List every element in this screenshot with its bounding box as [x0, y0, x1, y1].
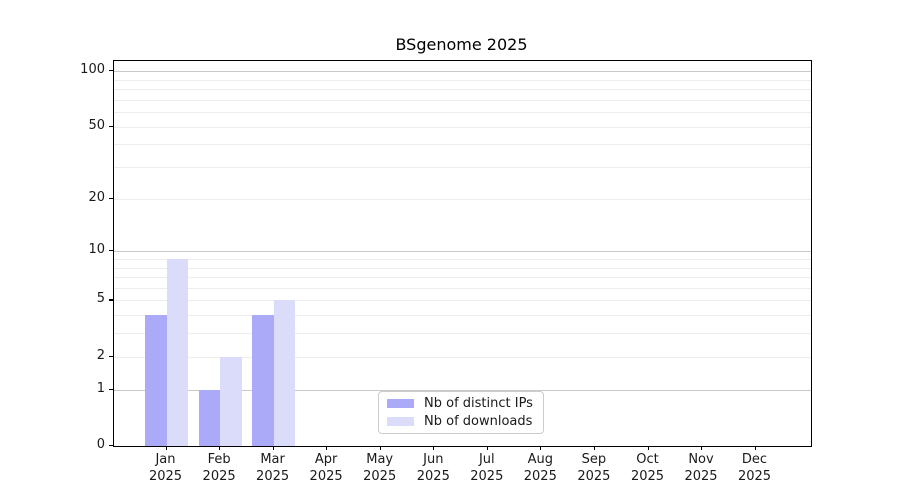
bar-feb-distinct-ips — [198, 389, 220, 446]
y-tick-label-20: 20 — [88, 189, 105, 205]
gridline-20 — [114, 198, 811, 200]
gridline-4 — [114, 315, 811, 317]
gridline-50 — [114, 126, 811, 128]
distinct-ips-swatch — [387, 399, 414, 409]
plot-area — [113, 60, 812, 447]
legend: Nb of distinct IPs Nb of downloads — [378, 391, 544, 434]
x-tick-month-may: May — [366, 452, 394, 467]
x-tick-year-mar: 2025 — [256, 468, 290, 484]
x-tick-label-jul: Jul 2025 — [445, 452, 529, 485]
gridline-80 — [114, 89, 811, 90]
gridline-100 — [114, 71, 811, 72]
legend-label-distinct-ips: Nb of distinct IPs — [424, 396, 533, 412]
y-tick-mark-10 — [109, 250, 113, 252]
gridline-6 — [114, 287, 811, 289]
gridline-2 — [114, 356, 811, 358]
x-tick-mark-dec — [754, 446, 756, 450]
x-tick-month-jul: Jul — [478, 452, 495, 467]
x-tick-label-oct: Oct 2025 — [606, 452, 690, 485]
x-tick-label-jun: Jun 2025 — [391, 452, 475, 485]
x-tick-mark-jul — [486, 446, 488, 450]
x-tick-label-mar: Mar 2025 — [231, 452, 315, 485]
gridline-5 — [114, 300, 811, 302]
y-tick-label-100: 100 — [80, 62, 105, 77]
x-tick-mark-nov — [701, 446, 703, 450]
gridline-40 — [114, 144, 811, 146]
gridline-8 — [114, 267, 811, 269]
x-tick-mark-oct — [647, 446, 649, 450]
y-tick-mark-1 — [109, 388, 113, 390]
x-tick-month-jun: Jun — [423, 452, 444, 467]
y-tick-mark-5 — [109, 299, 113, 301]
y-tick-label-1: 1 — [96, 380, 105, 396]
legend-item-distinct-ips: Nb of distinct IPs — [379, 396, 543, 411]
x-tick-mark-sep — [593, 446, 596, 450]
x-tick-label-jan: Jan 2025 — [124, 452, 208, 485]
x-tick-month-nov: Nov — [688, 452, 714, 467]
chart-title: BSgenome 2025 — [395, 35, 528, 54]
bar-mar-downloads — [273, 300, 296, 446]
x-tick-year-may: 2025 — [363, 468, 397, 484]
gridline-60 — [114, 112, 811, 113]
x-tick-year-sep: 2025 — [577, 468, 611, 484]
gridline-7 — [114, 277, 811, 278]
x-tick-year-apr: 2025 — [309, 468, 343, 484]
bar-jan-downloads — [166, 258, 188, 446]
gridline-9 — [114, 258, 811, 260]
x-tick-year-jul: 2025 — [470, 468, 504, 484]
x-tick-year-dec: 2025 — [737, 468, 772, 484]
x-tick-month-dec: Dec — [741, 452, 768, 467]
y-tick-mark-2 — [109, 355, 113, 357]
x-tick-mark-may — [379, 446, 381, 450]
gridline-3 — [114, 333, 811, 335]
x-tick-year-jun: 2025 — [416, 468, 450, 484]
x-tick-label-aug: Aug 2025 — [498, 452, 582, 485]
x-tick-label-feb: Feb 2025 — [177, 452, 261, 485]
x-tick-month-apr: Apr — [314, 452, 338, 467]
legend-label-downloads: Nb of downloads — [424, 413, 533, 429]
x-tick-label-dec: Dec 2025 — [713, 452, 797, 485]
x-tick-month-mar: Mar — [260, 452, 285, 467]
gridline-1 — [114, 389, 811, 391]
y-tick-label-0: 0 — [96, 437, 105, 452]
x-tick-year-feb: 2025 — [202, 468, 236, 484]
bar-mar-distinct-ips — [252, 315, 274, 446]
x-tick-mark-feb — [219, 446, 221, 450]
gridline-90 — [114, 79, 811, 81]
x-tick-year-nov: 2025 — [684, 468, 718, 484]
x-tick-mark-jan — [165, 446, 167, 450]
x-tick-month-feb: Feb — [207, 452, 231, 467]
y-tick-label-50: 50 — [88, 117, 105, 133]
x-tick-label-may: May 2025 — [338, 452, 422, 485]
gridline-10 — [114, 251, 811, 253]
x-tick-mark-mar — [272, 446, 274, 450]
y-tick-mark-100 — [109, 70, 113, 72]
x-tick-year-oct: 2025 — [630, 468, 665, 484]
x-tick-label-sep: Sep 2025 — [552, 452, 636, 485]
y-tick-label-10: 10 — [88, 242, 105, 258]
x-tick-year-jan: 2025 — [148, 468, 183, 484]
y-tick-mark-20 — [109, 197, 113, 199]
downloads-swatch — [387, 416, 414, 426]
x-tick-mark-jun — [433, 446, 435, 450]
x-tick-label-nov: Nov 2025 — [659, 452, 743, 485]
x-tick-mark-aug — [540, 446, 542, 450]
bar-jan-distinct-ips — [145, 315, 167, 446]
x-tick-month-jan: Jan — [155, 452, 176, 467]
gridline-70 — [114, 99, 811, 101]
x-tick-year-aug: 2025 — [523, 468, 557, 484]
x-tick-month-sep: Sep — [581, 452, 607, 467]
x-tick-mark-apr — [326, 446, 328, 450]
bar-feb-downloads — [220, 356, 242, 446]
x-tick-label-apr: Apr 2025 — [284, 452, 368, 485]
y-tick-mark-0 — [109, 445, 113, 447]
legend-item-downloads: Nb of downloads — [379, 414, 543, 429]
x-tick-month-oct: Oct — [636, 452, 659, 467]
y-tick-mark-50 — [109, 125, 113, 127]
y-tick-label-5: 5 — [96, 291, 105, 307]
y-tick-label-2: 2 — [96, 347, 105, 363]
x-tick-month-aug: Aug — [527, 452, 553, 467]
gridline-30 — [114, 167, 811, 168]
